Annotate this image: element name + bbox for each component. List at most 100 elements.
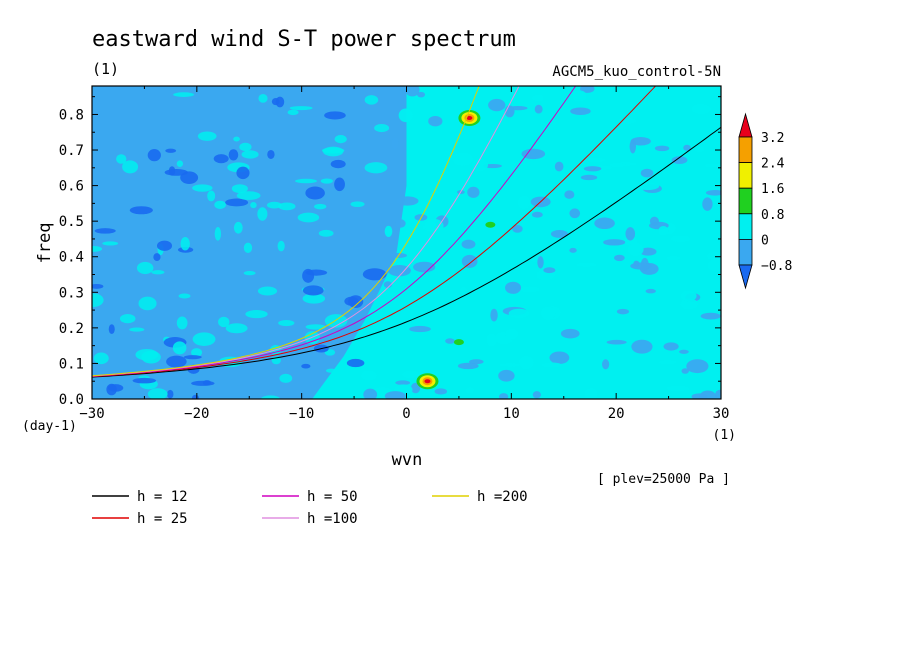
shade-blob — [658, 226, 669, 236]
shade-blob — [172, 341, 187, 355]
curve-h-50 — [92, 86, 577, 377]
shade-blob — [153, 253, 161, 262]
shade-blob — [531, 211, 543, 218]
shade-blob — [383, 281, 392, 289]
shade-blob — [507, 105, 528, 111]
y-tick-label: 0.4 — [59, 250, 84, 266]
shade-blob — [192, 332, 216, 346]
shade-blob — [532, 391, 541, 399]
shade-blob — [363, 388, 378, 399]
x-tick-label: 10 — [503, 406, 520, 422]
curve-h-25 — [92, 86, 657, 378]
shade-blob — [214, 227, 222, 241]
y-tick-label: 0.7 — [59, 143, 84, 159]
shade-blob — [703, 163, 721, 168]
x-axis-unit: (1) — [713, 428, 736, 443]
shade-blob — [680, 290, 697, 302]
shade-blob — [633, 260, 640, 267]
shade-blob — [129, 327, 145, 332]
shade-blob — [119, 313, 136, 324]
shade-blob — [554, 161, 564, 172]
y-tick-label: 0.1 — [59, 356, 84, 372]
shade-blob — [183, 355, 202, 360]
shade-blob — [645, 288, 656, 294]
shade-blob — [102, 241, 119, 246]
shade-blob — [122, 160, 139, 174]
shade-blob — [580, 86, 595, 93]
shade-blob — [594, 217, 615, 230]
shade-blob — [459, 286, 468, 296]
shade-blob — [512, 224, 523, 233]
dispersion-curves — [92, 86, 721, 378]
shade-blob — [107, 384, 124, 392]
shade-blob — [405, 86, 420, 97]
shade-blob — [314, 203, 327, 210]
shade-blob — [702, 197, 713, 211]
shade-blob — [147, 388, 168, 399]
shade-blob — [683, 144, 691, 151]
experiment-label: AGCM5_kuo_control-5N — [552, 64, 721, 80]
shade-blob — [301, 363, 311, 369]
shade-blob — [391, 137, 399, 150]
shade-blob — [603, 239, 626, 246]
hotspot-1 — [458, 110, 481, 127]
shade-blob — [434, 388, 448, 395]
shade-blob — [584, 388, 598, 399]
shade-blob — [167, 389, 174, 399]
shade-blob — [289, 106, 313, 111]
shade-blob — [498, 393, 509, 399]
shade-blob — [207, 190, 216, 202]
shade-blob — [278, 202, 296, 211]
y-tick-label: 0.0 — [59, 392, 84, 408]
shade-blob — [490, 308, 498, 322]
shade-blob — [396, 196, 419, 206]
hotspot-3 — [485, 221, 496, 228]
shade-blob — [257, 286, 278, 296]
shade-blob — [666, 385, 690, 392]
shade-texture — [92, 86, 721, 399]
shade-blob — [180, 237, 190, 251]
shade-blob — [409, 325, 431, 333]
shade-blob — [166, 355, 187, 368]
x-tick-label: −20 — [184, 406, 209, 422]
plev-annotation: [ plev=25000 Pa ] — [597, 472, 730, 487]
shade-blob — [629, 139, 636, 154]
shade-blob — [691, 103, 711, 115]
shade-blob — [93, 352, 109, 365]
y-tick-label: 0.3 — [59, 285, 84, 301]
shade-blob — [467, 186, 480, 198]
shade-blob — [213, 154, 229, 164]
shade-blob — [176, 316, 188, 330]
shade-blob — [680, 298, 699, 310]
shade-blob — [518, 355, 534, 370]
x-tick-label: 0 — [402, 406, 410, 422]
shade-blob — [580, 174, 598, 181]
shade-blob — [417, 91, 426, 98]
chart-title: eastward wind S-T power spectrum — [92, 27, 516, 52]
shade-blob — [92, 293, 104, 308]
shade-blob — [374, 123, 390, 133]
colorbar-level-label: 2.4 — [761, 157, 785, 172]
shade-blob — [681, 368, 689, 374]
x-tick-label: 30 — [713, 406, 730, 422]
shade-blob — [231, 184, 248, 194]
hotspot-2 — [453, 339, 464, 346]
shade-blob — [569, 247, 577, 253]
colorbar-level-label: 0 — [761, 233, 769, 248]
shade-blob — [233, 136, 240, 142]
shade-blob — [239, 142, 252, 152]
shade-blob — [305, 324, 326, 330]
shade-blob — [543, 267, 556, 274]
shade-blob — [469, 359, 484, 365]
shade-blob — [346, 358, 365, 368]
colorbar-level-label: 1.6 — [761, 182, 784, 197]
shade-blob — [197, 131, 217, 141]
shade-blob — [108, 324, 115, 335]
shade-blob — [679, 349, 689, 354]
shade-blob — [488, 98, 506, 112]
shade-blob — [586, 157, 606, 163]
shade-blob — [395, 380, 411, 386]
shade-blob — [706, 251, 721, 261]
shade-blob — [471, 158, 489, 172]
shade-blob — [576, 262, 597, 268]
